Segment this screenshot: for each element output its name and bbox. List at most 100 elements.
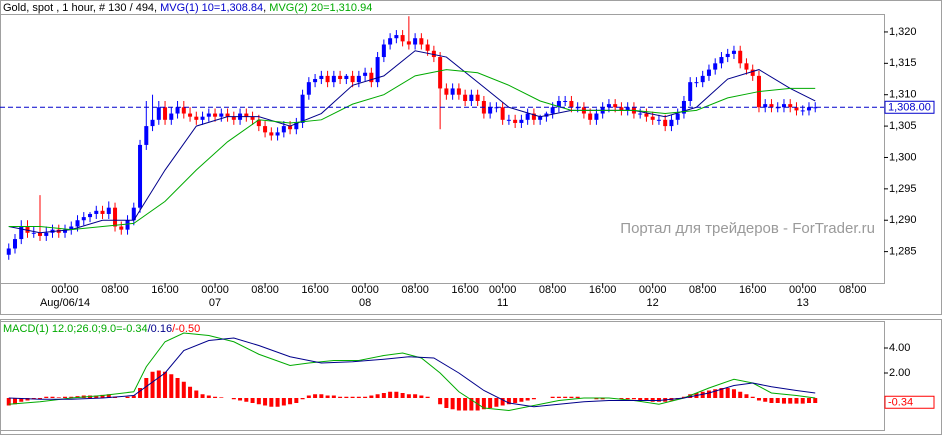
candle-body [88, 213, 93, 218]
histogram-bar [288, 398, 293, 405]
candle-body [69, 226, 74, 230]
candle-body [625, 107, 630, 111]
histogram-bar [244, 398, 249, 402]
candle-body [44, 232, 49, 236]
histogram-bar [400, 393, 405, 398]
y-tick-label: 1,300 [889, 151, 917, 163]
candle-body [313, 79, 318, 83]
candle-body [519, 119, 524, 123]
candle-body [669, 119, 674, 127]
candle-body [525, 113, 530, 120]
histogram-bar [6, 398, 11, 406]
candle-body [419, 38, 424, 45]
candle-body [113, 207, 118, 227]
histogram-bar [569, 396, 574, 398]
histogram-bar [688, 394, 693, 398]
histogram-bar [706, 390, 711, 398]
candle-body [144, 126, 149, 145]
histogram-bar [713, 389, 718, 398]
candle-body [119, 226, 124, 230]
candle-body [469, 94, 474, 101]
candle-body [306, 82, 311, 95]
indicator-line [8, 69, 816, 231]
candle-body [719, 57, 724, 64]
y-tick-label: 2.00 [889, 367, 910, 379]
candle-body [556, 100, 561, 108]
candle-body [744, 63, 749, 70]
histogram-bar [756, 398, 761, 401]
candle-body [100, 210, 105, 214]
candle-body [550, 107, 555, 114]
candle-body [106, 207, 111, 214]
candle-body [594, 113, 599, 120]
histogram-bar [750, 396, 755, 398]
histogram-bar [531, 398, 536, 400]
candle-body [81, 217, 86, 221]
candle-body [475, 94, 480, 101]
candle-body [413, 38, 418, 45]
histogram-bar [813, 398, 818, 403]
histogram-bar [156, 370, 161, 398]
candle-body [344, 75, 349, 80]
candle-body [456, 88, 461, 95]
histogram-bar [463, 398, 468, 411]
candle-body [431, 50, 436, 58]
candle-body [513, 119, 518, 123]
histogram-bar [519, 398, 524, 402]
histogram-bar [94, 395, 99, 398]
candle-body [338, 75, 343, 80]
candle-body [438, 57, 443, 89]
histogram-bar [513, 398, 518, 403]
y-tick-label: 4.00 [889, 342, 910, 354]
candle-body [150, 119, 155, 127]
histogram-bar [300, 398, 305, 400]
candle-body [606, 104, 611, 108]
candle-body [163, 107, 168, 120]
candle-body [175, 107, 180, 114]
candle-body [225, 113, 230, 117]
histogram-bar [575, 396, 580, 398]
histogram-bar [44, 396, 49, 398]
candle-body [688, 82, 693, 101]
histogram-bar [100, 394, 105, 398]
candle-body [731, 50, 736, 54]
candle-body [25, 226, 30, 233]
legend-entry: MVG(2) 20=1,310.94 [269, 2, 372, 14]
histogram-bar [350, 396, 355, 398]
candle-body [356, 75, 361, 83]
candle-body [813, 107, 818, 109]
date-label: Aug/06/14 [40, 297, 90, 309]
candle-body [13, 239, 18, 249]
histogram-bar [700, 391, 705, 398]
x-tick-label: 00:00 [639, 284, 667, 296]
histogram-bar [63, 396, 68, 398]
candle-body [213, 113, 218, 117]
candle-body [488, 107, 493, 114]
last-value-box [884, 100, 935, 114]
histogram-bar [425, 396, 430, 398]
main-plot [0, 14, 885, 284]
histogram-bar [269, 398, 274, 407]
x-tick-label: 00:00 [789, 284, 817, 296]
histogram-bar [719, 388, 724, 398]
candle-body [713, 63, 718, 70]
last-value-label: 1,308.00 [888, 102, 931, 114]
histogram-bar [275, 398, 280, 407]
histogram-bar [169, 374, 174, 398]
candle-body [444, 88, 449, 95]
histogram-bar [600, 398, 605, 400]
candle-body [94, 210, 99, 214]
candle-body [138, 144, 143, 208]
histogram-bar [625, 398, 630, 400]
candle-body [388, 38, 393, 45]
histogram-bar [325, 395, 330, 398]
histogram-bar [788, 398, 793, 404]
x-tick-label: 16:00 [589, 284, 617, 296]
candle-body [725, 53, 730, 58]
histogram-bar [631, 398, 636, 400]
candle-body [275, 132, 280, 136]
histogram-bar [194, 390, 199, 398]
indicator-line [8, 50, 816, 234]
histogram-bar [125, 396, 130, 398]
x-tick-label: 00:00 [351, 284, 379, 296]
